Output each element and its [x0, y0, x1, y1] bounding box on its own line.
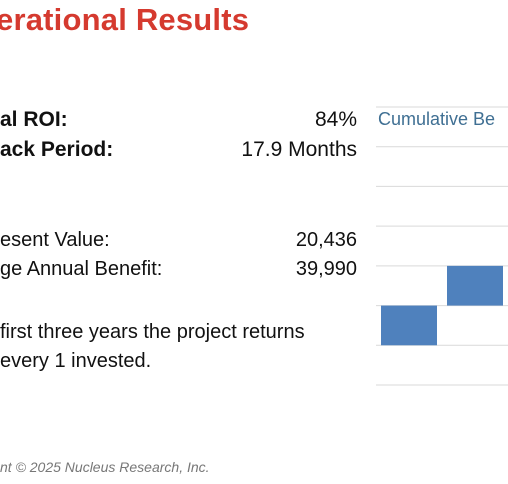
metric-npv: esent Value: 20,436 — [0, 229, 357, 255]
average-benefit-value: 39,990 — [295, 258, 357, 280]
payback-label: ack Period: — [0, 138, 114, 161]
metric-average-benefit: ge Annual Benefit: 39,990 — [0, 258, 357, 284]
chart-bar — [381, 305, 437, 346]
roi-label: al ROI: — [0, 108, 68, 131]
npv-value: 20,436 — [295, 229, 357, 251]
summary-line-2: every 1 invested. — [0, 350, 152, 372]
summary-note: first three years the project returns ev… — [0, 318, 360, 376]
average-benefit-label: ge Annual Benefit: — [0, 258, 163, 280]
payback-value: 17.9 Months — [241, 138, 357, 161]
metric-roi: al ROI: 84% — [0, 108, 357, 134]
chart-svg — [376, 106, 508, 386]
metric-payback: ack Period: 17.9 Months — [0, 138, 357, 164]
roi-value: 84% — [314, 108, 357, 131]
chart-title: Cumulative Be — [378, 109, 496, 129]
summary-line-1: first three years the project returns — [0, 321, 305, 343]
chart-bar — [447, 265, 503, 306]
cumulative-benefit-chart: Cumulative Be — [372, 105, 508, 395]
npv-label: esent Value: — [0, 229, 110, 251]
page-title: erational Results — [0, 2, 250, 37]
copyright-footer: nt © 2025 Nucleus Research, Inc. — [0, 459, 210, 475]
